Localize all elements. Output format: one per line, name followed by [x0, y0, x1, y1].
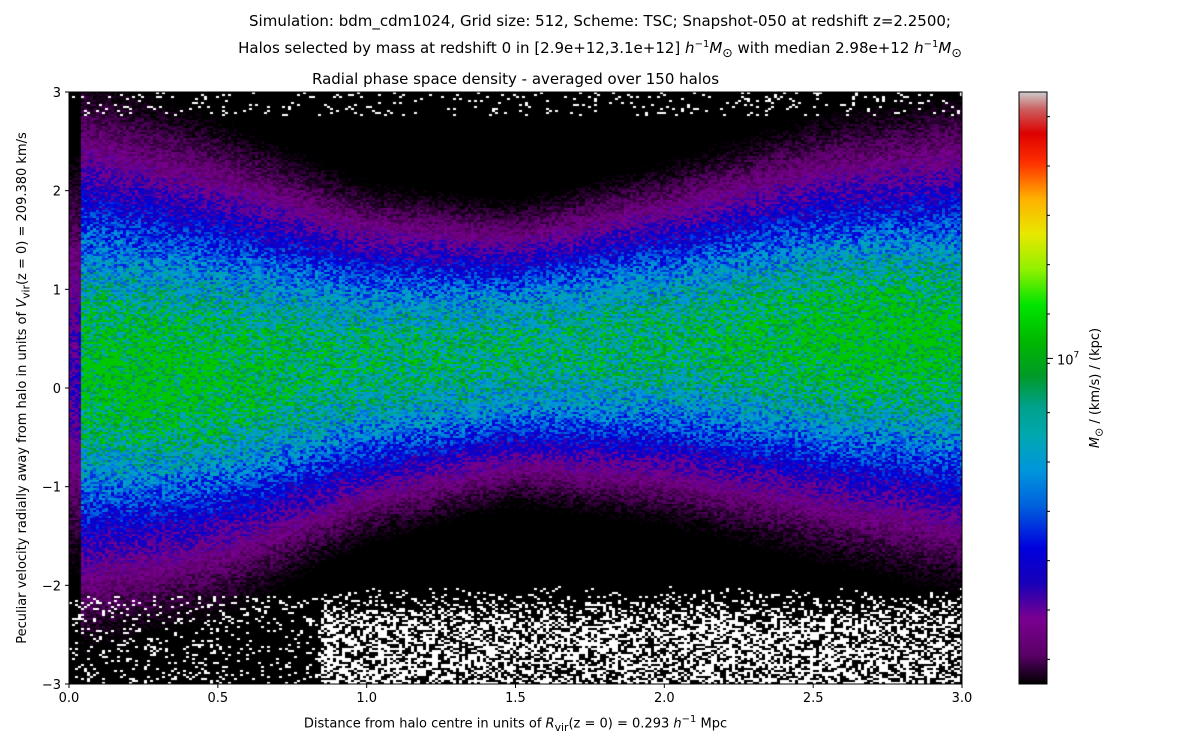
- x-axis-label-symbol: R: [545, 716, 555, 732]
- suptitle-sun-subscript-2: ⊙: [951, 45, 962, 60]
- x-tick-label: 1.5: [505, 691, 526, 706]
- colorbar: [1018, 91, 1048, 685]
- suptitle-line2-median: with median 2.98e+12: [732, 39, 915, 57]
- x-tick-label: 2.5: [803, 691, 824, 706]
- x-axis-ticks: 0.0 0.5 1.0 1.5 2.0 2.5 3.0: [59, 684, 973, 706]
- x-tick-label: 2.0: [654, 691, 675, 706]
- x-tick-label: 0.0: [59, 691, 80, 706]
- suptitle-h-symbol: h: [685, 39, 695, 57]
- figure-suptitle-line2: Halos selected by mass at redshift 0 in …: [0, 36, 1200, 62]
- y-axis-label-value: (z = 0) = 209.380 km/s: [15, 132, 30, 286]
- y-tick-label: 3: [53, 86, 61, 101]
- y-tick-label: 0: [53, 382, 61, 397]
- suptitle-h-exponent: −1: [694, 39, 710, 50]
- suptitle-h-symbol-2: h: [914, 39, 924, 57]
- y-tick-label: 1: [53, 283, 61, 298]
- x-axis-label-text: Distance from halo centre in units of: [303, 716, 546, 732]
- x-tick-label: 3.0: [952, 691, 973, 706]
- suptitle-msun-symbol-2: M: [938, 39, 952, 57]
- figure-suptitle-line1: Simulation: bdm_cdm1024, Grid size: 512,…: [249, 12, 951, 30]
- colorbar-label-symbol: M: [1088, 436, 1103, 449]
- colorbar-label: M⊙ / (km/s) / (kpc): [1088, 238, 1106, 538]
- y-tick-label: −3: [42, 678, 61, 693]
- x-axis-label-subscript: vir: [554, 720, 569, 734]
- x-axis-label-unit: Mpc: [696, 716, 728, 732]
- y-axis-label-text: Peculiar velocity radially away from hal…: [15, 307, 30, 644]
- x-axis-label: Distance from halo centre in units of Rv…: [69, 714, 962, 734]
- suptitle-h-exponent-2: −1: [923, 39, 939, 50]
- y-tick-label: 2: [53, 185, 61, 200]
- suptitle-sun-subscript: ⊙: [722, 45, 733, 60]
- y-axis-label: Peculiar velocity radially away from hal…: [15, 88, 33, 688]
- x-tick-label: 0.5: [207, 691, 228, 706]
- axes-title: Radial phase space density - averaged ov…: [311, 70, 720, 88]
- x-axis-label-h: h: [673, 716, 682, 732]
- y-axis-ticks: −3 −2 −1 0 1 2 3: [42, 86, 69, 693]
- x-tick-label: 1.0: [356, 691, 377, 706]
- colorbar-major-tick-label: 107: [1057, 350, 1079, 368]
- colorbar-label-unit: / (km/s) / (kpc): [1088, 327, 1103, 428]
- x-axis-label-value: (z = 0) = 0.293: [568, 716, 674, 732]
- colorbar-label-subscript: ⊙: [1092, 427, 1106, 437]
- y-tick-label: −2: [42, 579, 61, 594]
- y-tick-label: −1: [42, 481, 61, 496]
- y-axis-label-symbol: V: [15, 298, 30, 308]
- y-axis-label-subscript: vir: [19, 285, 33, 299]
- x-axis-label-exponent: −1: [681, 714, 697, 725]
- suptitle-msun-symbol: M: [709, 39, 723, 57]
- suptitle-line2-text: Halos selected by mass at redshift 0 in …: [238, 39, 686, 57]
- phase-space-heatmap: [69, 92, 962, 684]
- colorbar-ticks: 107: [1047, 116, 1079, 660]
